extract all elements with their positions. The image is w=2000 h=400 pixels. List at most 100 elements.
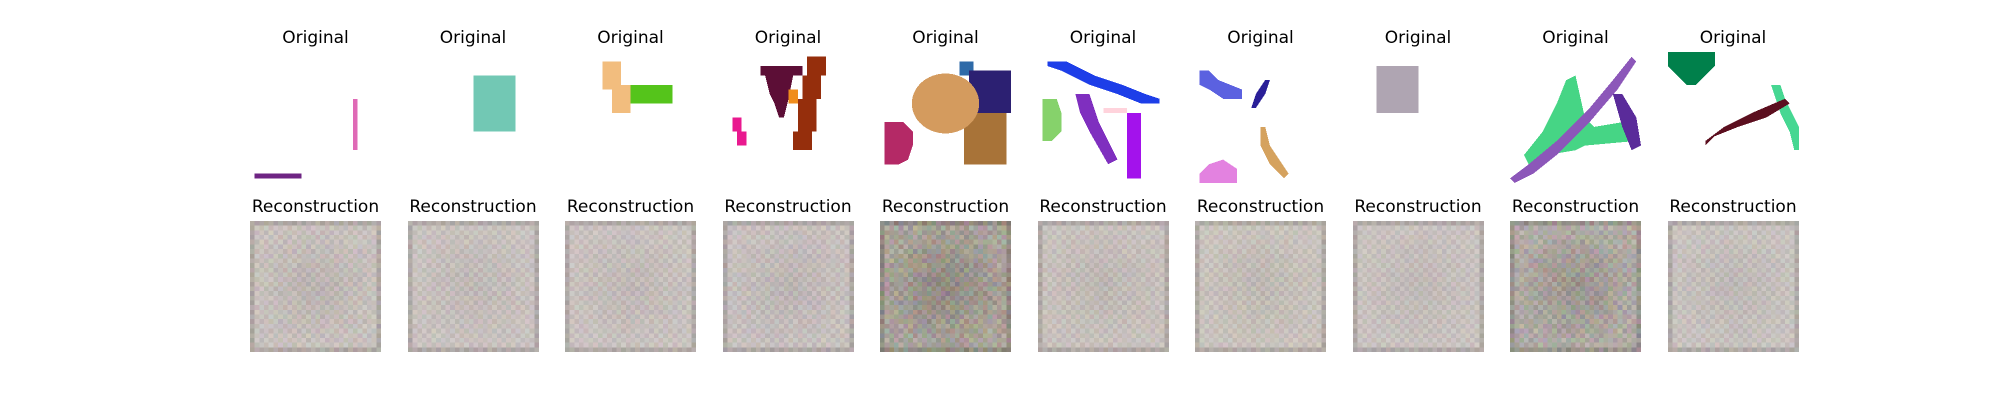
recon-pixel bbox=[524, 272, 530, 278]
recon-pixel bbox=[741, 225, 746, 231]
recon-pixel bbox=[820, 314, 826, 320]
recon-pixel bbox=[755, 333, 760, 338]
recon-pixel bbox=[621, 244, 626, 250]
recon-pixel bbox=[579, 328, 584, 334]
recon-pixel bbox=[630, 300, 636, 306]
recon-pixel bbox=[1084, 305, 1089, 310]
recon-pixel bbox=[1237, 230, 1242, 236]
recon-pixel bbox=[792, 249, 798, 254]
recon-pixel bbox=[515, 328, 520, 334]
recon-pixel bbox=[412, 286, 417, 292]
recon-pixel bbox=[816, 300, 821, 306]
recon-pixel bbox=[515, 305, 520, 310]
recon-pixel bbox=[569, 230, 575, 236]
recon-pixel bbox=[473, 333, 478, 338]
recon-pixel bbox=[1006, 286, 1011, 292]
recon-pixel bbox=[964, 277, 969, 282]
recon-pixel bbox=[1149, 225, 1155, 231]
recon-pixel bbox=[783, 249, 788, 254]
recon-pixel bbox=[959, 230, 965, 236]
recon-pixel bbox=[421, 305, 427, 310]
recon-pixel bbox=[764, 221, 770, 226]
recon-pixel bbox=[296, 235, 302, 240]
recon-pixel bbox=[639, 328, 645, 334]
recon-pixel bbox=[607, 281, 612, 287]
recon-pixel bbox=[982, 230, 988, 236]
recon-pixel bbox=[468, 319, 473, 324]
recon-pixel bbox=[588, 314, 594, 320]
recon-pixel bbox=[750, 286, 756, 292]
recon-pixel bbox=[1121, 314, 1127, 320]
recon-pixel bbox=[806, 314, 812, 320]
recon-pixel bbox=[1117, 342, 1122, 348]
recon-pixel bbox=[658, 244, 664, 250]
recon-pixel bbox=[1042, 314, 1047, 320]
recon-pixel bbox=[454, 277, 459, 282]
recon-pixel bbox=[583, 337, 589, 343]
recon-pixel bbox=[496, 272, 502, 278]
recon-pixel bbox=[287, 323, 293, 329]
recon-pixel bbox=[602, 263, 608, 268]
recon-pixel bbox=[1046, 300, 1052, 306]
recon-pixel bbox=[324, 333, 330, 338]
recon-pixel bbox=[686, 235, 692, 240]
recon-pixel bbox=[987, 253, 993, 259]
recon-pixel bbox=[880, 281, 885, 287]
recon-pixel bbox=[1098, 263, 1103, 268]
recon-pixel bbox=[334, 249, 339, 254]
recon-pixel bbox=[903, 221, 909, 226]
recon-pixel bbox=[491, 225, 497, 231]
shape-5-5 bbox=[884, 122, 913, 165]
recon-pixel bbox=[607, 347, 612, 352]
recon-pixel bbox=[663, 267, 668, 273]
recon-pixel bbox=[250, 337, 255, 343]
recon-pixel bbox=[741, 239, 746, 245]
recon-pixel bbox=[940, 221, 946, 226]
recon-pixel bbox=[440, 258, 445, 264]
recon-pixel bbox=[282, 272, 288, 278]
recon-pixel bbox=[616, 305, 622, 310]
recon-pixel bbox=[759, 263, 765, 268]
recon-pixel bbox=[426, 323, 431, 329]
recon-pixel bbox=[940, 258, 946, 264]
recon-pixel bbox=[278, 277, 283, 282]
recon-pixel bbox=[764, 286, 770, 292]
recon-pixel bbox=[282, 305, 288, 310]
recon-pixel bbox=[496, 342, 502, 348]
recon-pixel bbox=[625, 323, 631, 329]
recon-pixel bbox=[820, 328, 826, 334]
recon-pixel bbox=[579, 230, 584, 236]
recon-pixel bbox=[611, 277, 617, 282]
recon-pixel bbox=[964, 333, 969, 338]
recon-pixel bbox=[593, 230, 598, 236]
recon-pixel bbox=[880, 305, 885, 310]
recon-pixel bbox=[1051, 253, 1057, 259]
recon-pixel bbox=[458, 291, 464, 296]
recon-pixel bbox=[889, 272, 895, 278]
recon-pixel bbox=[898, 309, 904, 315]
recon-pixel bbox=[1093, 342, 1099, 348]
recon-pixel bbox=[686, 239, 692, 245]
recon-pixel bbox=[884, 263, 890, 268]
recon-pixel bbox=[343, 328, 349, 334]
reconstruction-image-svg-2 bbox=[407, 221, 539, 352]
recon-pixel bbox=[588, 244, 594, 250]
recon-pixel bbox=[366, 300, 372, 306]
recon-pixel bbox=[430, 239, 436, 245]
recon-pixel bbox=[482, 272, 488, 278]
recon-pixel bbox=[357, 333, 363, 338]
recon-pixel bbox=[449, 337, 455, 343]
recon-pixel bbox=[278, 309, 283, 315]
recon-pixel bbox=[1288, 221, 1294, 226]
recon-pixel bbox=[348, 267, 353, 273]
recon-pixel bbox=[802, 314, 807, 320]
recon-pixel bbox=[917, 286, 923, 292]
recon-pixel bbox=[880, 249, 885, 254]
recon-pixel bbox=[1126, 291, 1132, 296]
recon-pixel bbox=[430, 337, 436, 343]
recon-pixel bbox=[616, 272, 622, 278]
recon-pixel bbox=[764, 328, 770, 334]
recon-pixel bbox=[1154, 300, 1160, 306]
recon-pixel bbox=[727, 291, 732, 296]
recon-pixel bbox=[926, 319, 932, 324]
